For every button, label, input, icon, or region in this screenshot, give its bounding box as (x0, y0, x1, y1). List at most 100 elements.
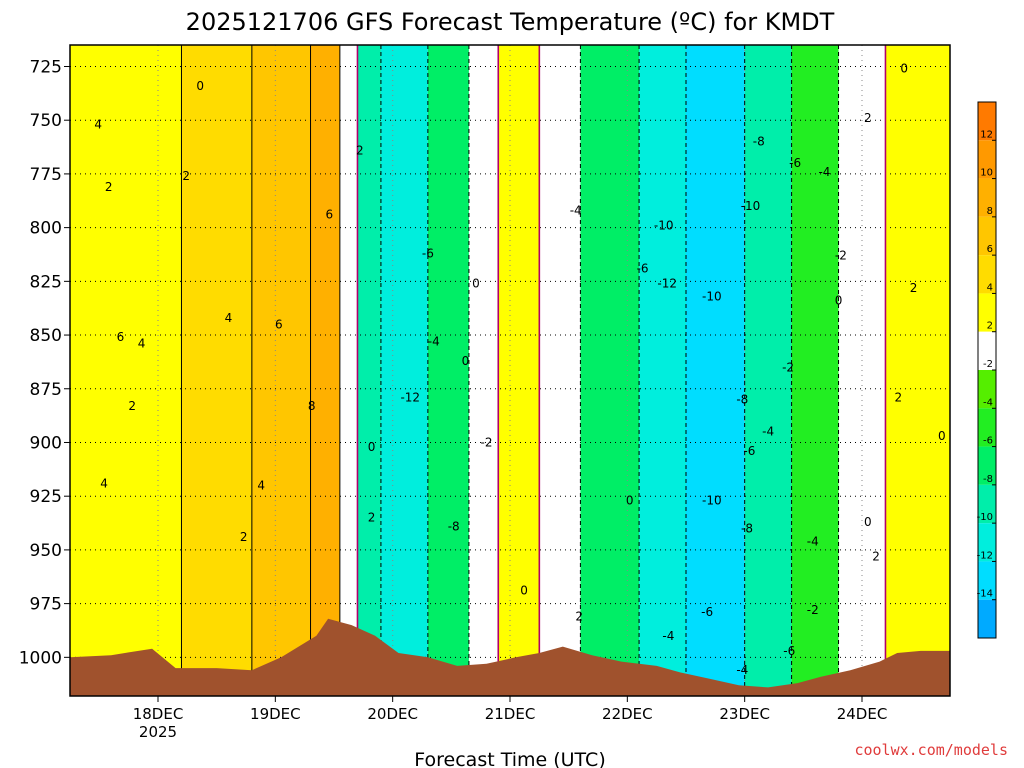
terrain-surface (70, 618, 950, 696)
contour-label-52: 2 (895, 390, 903, 404)
colorbar-bin-5 (978, 293, 996, 332)
temperature-band-2 (251, 45, 311, 696)
contour-label-17: -6 (422, 246, 434, 260)
temperature-band-3 (310, 45, 340, 696)
contour-label-0: 0 (196, 79, 204, 93)
contour-label-7: 2 (356, 143, 364, 157)
colorbar-bin-11 (978, 523, 996, 562)
colorbar: 12 10 8 6 4 2 -2 -4 -6 -8 -10 -12 -14 (977, 101, 997, 639)
contour-label-56: 0 (900, 62, 908, 76)
colorbar-label-4: 4 (987, 282, 993, 293)
contour-label-53: 0 (938, 429, 946, 443)
contour-label-36: -10 (702, 493, 722, 507)
temperature-band-12 (639, 45, 686, 696)
contour-label-42: -4 (662, 629, 674, 643)
colorbar-label-10: -10 (977, 512, 993, 523)
contour-label-14: 2 (240, 530, 248, 544)
x-tick-label-21: 21DEC (485, 705, 536, 723)
contour-label-37: -8 (736, 393, 748, 407)
contour-lines (180, 45, 887, 696)
contour-label-48: 2 (864, 111, 872, 125)
temperature-band-14 (744, 45, 792, 696)
x-tick-label-20: 20DEC (367, 705, 418, 723)
contour-label-47: -2 (782, 360, 794, 374)
contour-label-27: -6 (637, 261, 649, 275)
colorbar-label-5: 2 (987, 321, 993, 332)
contour-label-18: -4 (428, 334, 440, 348)
contour-label-55: 2 (872, 549, 880, 563)
contour-label-31: -8 (753, 135, 765, 149)
y-tick-label-750: 750 (30, 111, 62, 131)
contour-label-19: -12 (400, 390, 420, 404)
y-tick-label-800: 800 (30, 219, 62, 239)
temperature-band-8 (468, 45, 499, 696)
x-axis-label: Forecast Time (UTC) (414, 749, 605, 768)
temperature-band-0 (70, 45, 182, 696)
temperature-band-15 (791, 45, 839, 696)
contour-label-28: -10 (654, 218, 674, 232)
credit-text: coolwx.com/models (854, 741, 1008, 759)
temperature-band-17 (885, 45, 950, 696)
contour-label-54: 0 (864, 515, 872, 529)
colorbar-bin-7 (978, 370, 996, 409)
x-tick-label-22: 22DEC (602, 705, 653, 723)
colorbar-label-3: 6 (987, 244, 993, 255)
contour-label-30: -10 (702, 289, 722, 303)
y-tick-label-775: 775 (30, 165, 62, 185)
x-tick-label-24: 24DEC (837, 705, 888, 723)
colorbar-bin-1 (978, 140, 996, 179)
y-tick-label-1000: 1000 (19, 648, 62, 668)
colorbar-bin-0 (978, 102, 996, 141)
temperature-band-10 (539, 45, 581, 696)
contour-label-32: -10 (741, 199, 761, 213)
temperature-band-6 (380, 45, 428, 696)
contour-label-12: 4 (100, 476, 108, 490)
contour-label-29: -12 (657, 276, 677, 290)
colorbar-bin-13 (978, 599, 996, 638)
temperature-band-4 (339, 45, 358, 696)
y-tick-label-975: 975 (30, 595, 62, 615)
contour-label-2: 2 (105, 180, 113, 194)
contour-label-11: 8 (308, 399, 316, 413)
colorbar-label-6: -2 (983, 359, 993, 370)
temperature-band-11 (580, 45, 640, 696)
contour-label-15: 0 (368, 440, 376, 454)
colorbar-label-2: 8 (987, 206, 993, 217)
x-tick-sublabel-18: 2025 (139, 723, 177, 741)
contour-label-9: 4 (138, 337, 146, 351)
x-tick-label-23: 23DEC (719, 705, 770, 723)
y-tick-label-950: 950 (30, 541, 62, 561)
contour-label-45: -4 (807, 534, 819, 548)
contour-label-50: 0 (835, 294, 843, 308)
y-tick-label-825: 825 (30, 272, 62, 292)
colorbar-bin-8 (978, 408, 996, 447)
temperature-band-7 (427, 45, 469, 696)
y-tick-label-725: 725 (30, 57, 62, 77)
contour-label-51: 2 (910, 281, 918, 295)
colorbar-label-7: -4 (983, 397, 993, 408)
colorbar-bin-3 (978, 216, 996, 256)
colorbar-label-1: 10 (980, 168, 993, 179)
contour-label-44: -4 (736, 663, 748, 677)
contour-label-6: 6 (275, 317, 283, 331)
contour-label-38: -6 (743, 444, 755, 458)
colorbar-bin-6 (978, 331, 996, 370)
colorbar-label-12: -14 (977, 589, 993, 600)
contour-label-8: 6 (117, 330, 125, 344)
contour-label-5: 6 (325, 208, 333, 222)
contour-label-46: -2 (807, 603, 819, 617)
contour-label-16: 2 (368, 511, 376, 525)
contour-label-35: 0 (626, 493, 634, 507)
contour-label-3: 2 (182, 169, 190, 183)
chart-title: 2025121706 GFS Forecast Temperature (ºC)… (186, 8, 835, 36)
y-tick-label-900: 900 (30, 433, 62, 453)
contour-label-49: -2 (835, 249, 847, 263)
colorbar-label-8: -6 (983, 436, 993, 447)
contour-label-13: 4 (257, 478, 265, 492)
contour-label-41: -6 (701, 605, 713, 619)
temperature-band-1 (181, 45, 252, 696)
